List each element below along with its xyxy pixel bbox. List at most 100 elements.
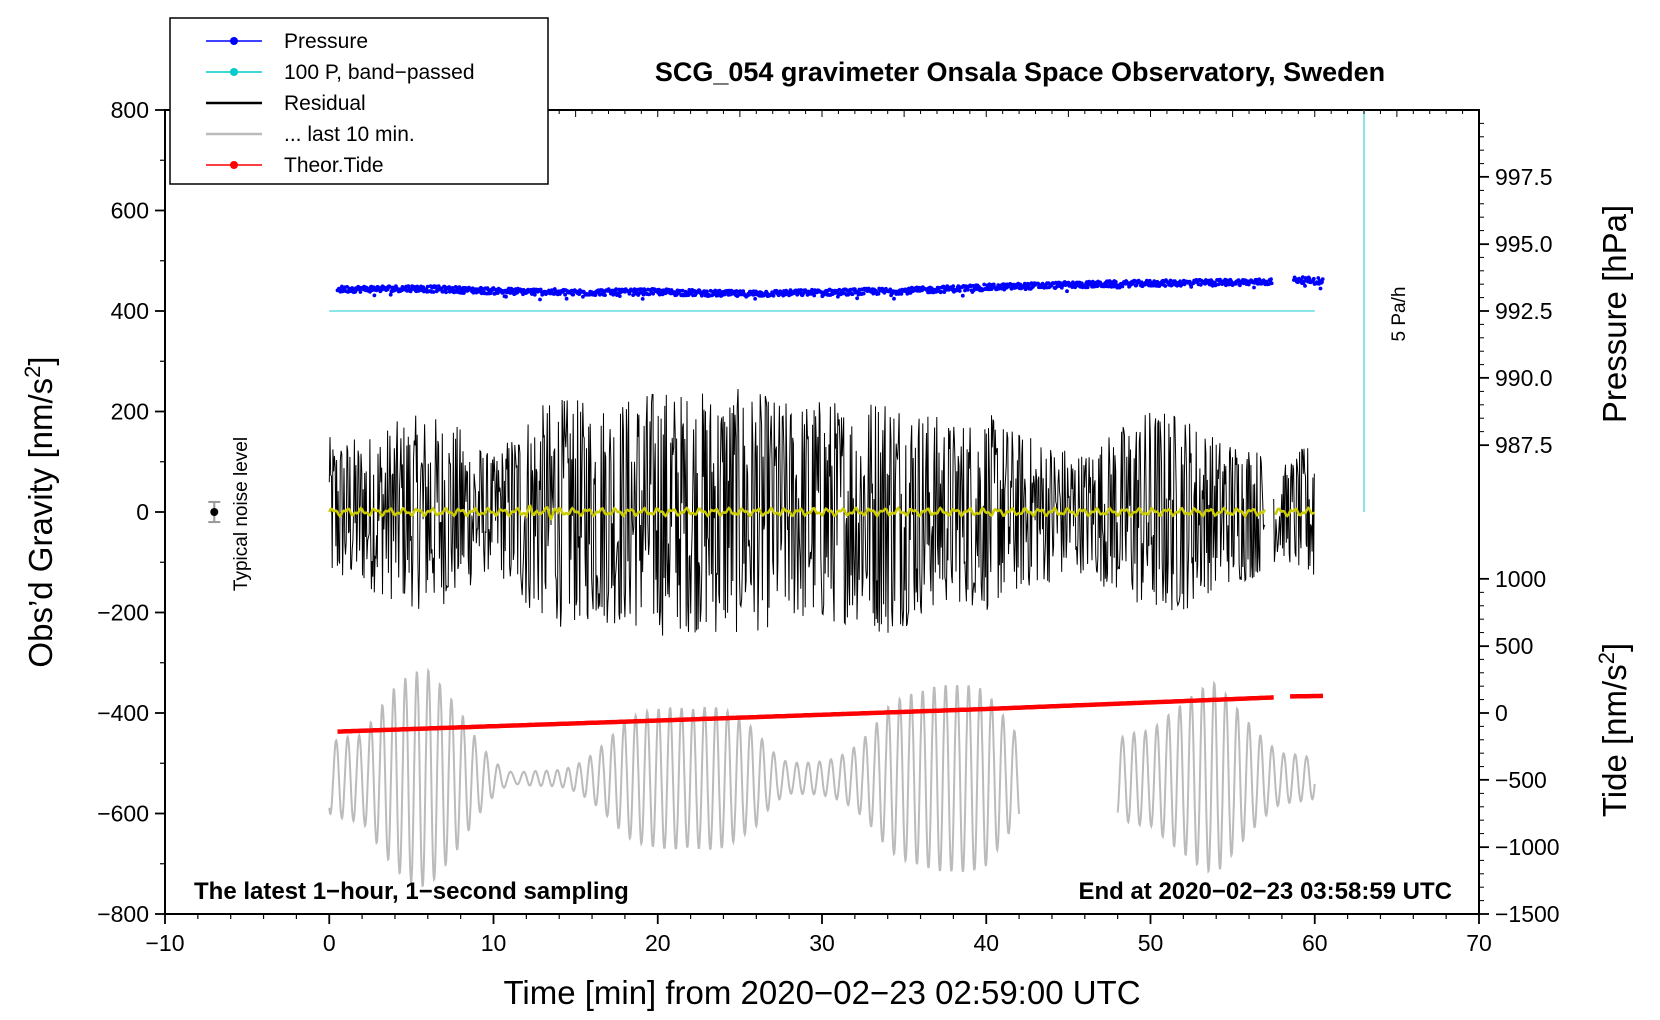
pressure-point bbox=[1111, 284, 1116, 289]
pressure-point bbox=[771, 293, 776, 298]
pressure-point bbox=[1269, 281, 1274, 286]
pressure-point bbox=[480, 286, 485, 291]
pressure-point bbox=[1113, 280, 1118, 284]
pressure-point bbox=[945, 284, 950, 289]
pressure-point bbox=[1302, 279, 1307, 283]
residual-line bbox=[1273, 448, 1315, 575]
legend-label: Pressure bbox=[284, 30, 368, 53]
y-axis-left-title: Obs’d Gravity [nm/s2] bbox=[20, 356, 59, 667]
pressure-point bbox=[1266, 282, 1271, 286]
pressure-point bbox=[788, 288, 793, 292]
pressure-point bbox=[1299, 278, 1304, 283]
pressure-point bbox=[388, 285, 392, 289]
pressure-point bbox=[957, 289, 962, 293]
tide-tick-label: 500 bbox=[1495, 633, 1533, 659]
pressure-point bbox=[1163, 284, 1168, 288]
y-axis-pressure: 997.5 995.0 992.5 990.0 987.5 bbox=[1479, 122, 1553, 458]
pressure-point bbox=[846, 292, 851, 297]
pressure-point bbox=[631, 293, 635, 297]
smoothed-residual-line bbox=[328, 504, 1266, 522]
pressure-point bbox=[966, 287, 970, 292]
pressure-point bbox=[614, 287, 618, 292]
x-axis: −10 0 10 20 30 40 50 60 70 bbox=[145, 110, 1492, 956]
pressure-point bbox=[1022, 281, 1027, 286]
pressure-point bbox=[603, 293, 607, 297]
pressure-point bbox=[617, 294, 622, 298]
pressure-point bbox=[651, 291, 655, 296]
pressure-point bbox=[1189, 285, 1194, 289]
tide-line bbox=[1290, 693, 1324, 699]
pressure-point bbox=[899, 292, 904, 296]
legend-marker bbox=[230, 37, 238, 45]
pressure-point bbox=[508, 291, 513, 295]
pressure-point bbox=[431, 290, 436, 294]
y-tick-label: 0 bbox=[136, 499, 149, 525]
pressure-point bbox=[1168, 278, 1173, 283]
residual-line bbox=[328, 388, 1266, 636]
pressure-point bbox=[640, 297, 645, 301]
legend-label: Theor.Tide bbox=[284, 154, 384, 177]
pressure-point bbox=[1095, 284, 1100, 289]
x-tick-label: 0 bbox=[323, 930, 336, 956]
pressure-point bbox=[1224, 283, 1228, 288]
pressure-point bbox=[564, 296, 569, 301]
x-tick-label: 40 bbox=[973, 930, 999, 956]
pressure-point bbox=[1065, 289, 1069, 294]
pressure-point bbox=[892, 296, 896, 301]
pressure-tick-label: 995.0 bbox=[1495, 231, 1553, 257]
pressure-point bbox=[989, 287, 994, 291]
pressure-point bbox=[433, 284, 438, 289]
pressure-point bbox=[929, 286, 934, 291]
pressure-point bbox=[1178, 279, 1182, 284]
chart-title: SCG_054 gravimeter Onsala Space Observat… bbox=[655, 57, 1385, 87]
pressure-point bbox=[496, 291, 500, 295]
pressure-tick-label: 992.5 bbox=[1495, 298, 1553, 324]
pressure-point bbox=[960, 293, 965, 298]
pressure-tick-label: 997.5 bbox=[1495, 164, 1553, 190]
tide-tick-label: 1000 bbox=[1495, 566, 1546, 592]
tide-tick-label: 0 bbox=[1495, 700, 1508, 726]
x-tick-label: 60 bbox=[1302, 930, 1328, 956]
legend-marker bbox=[230, 68, 238, 76]
tide-tick-label: −500 bbox=[1495, 767, 1547, 793]
pressure-point bbox=[848, 287, 853, 292]
pressure-point bbox=[1187, 279, 1192, 284]
pressure-point bbox=[1120, 284, 1125, 289]
last-10-min-line bbox=[1116, 680, 1316, 874]
pressure-point bbox=[700, 293, 704, 298]
pressure-point bbox=[1311, 276, 1316, 281]
pressure-point bbox=[510, 287, 515, 292]
legend-box bbox=[169, 17, 549, 185]
pressure-point bbox=[598, 292, 602, 297]
pressure-point bbox=[705, 289, 709, 294]
pressure-point bbox=[855, 296, 859, 301]
y-axis-tide: 1000 500 0 −500 −1000 −1500 bbox=[1479, 566, 1560, 927]
pressure-point bbox=[850, 292, 855, 296]
pressure-point bbox=[753, 296, 757, 301]
pressure-point bbox=[799, 288, 803, 292]
pressure-point bbox=[1269, 277, 1273, 282]
pressure-point bbox=[532, 292, 537, 297]
x-tick-label: −10 bbox=[145, 930, 184, 956]
noise-level-label: Typical noise level bbox=[231, 437, 252, 591]
pressure-point bbox=[1252, 285, 1256, 290]
pressure-point bbox=[1236, 278, 1241, 283]
y-axis-pressure-title: Pressure [hPa] bbox=[1596, 205, 1633, 423]
pressure-point bbox=[639, 287, 644, 292]
pressure-point bbox=[1070, 285, 1075, 289]
pressure-point bbox=[657, 287, 661, 292]
pressure-point bbox=[876, 291, 881, 296]
residual-series bbox=[328, 388, 1315, 636]
pressure-point bbox=[672, 290, 677, 295]
pressure-point bbox=[1106, 284, 1111, 289]
pressure-point bbox=[836, 294, 840, 299]
pressure-point bbox=[521, 292, 525, 297]
pressure-point bbox=[571, 292, 576, 297]
pressure-point bbox=[1303, 284, 1307, 288]
smoothed-residual-line bbox=[1274, 506, 1315, 518]
pressure-point bbox=[549, 288, 554, 292]
pressure-point bbox=[951, 284, 956, 289]
x-tick-label: 30 bbox=[809, 930, 835, 956]
pressure-point bbox=[563, 292, 567, 297]
